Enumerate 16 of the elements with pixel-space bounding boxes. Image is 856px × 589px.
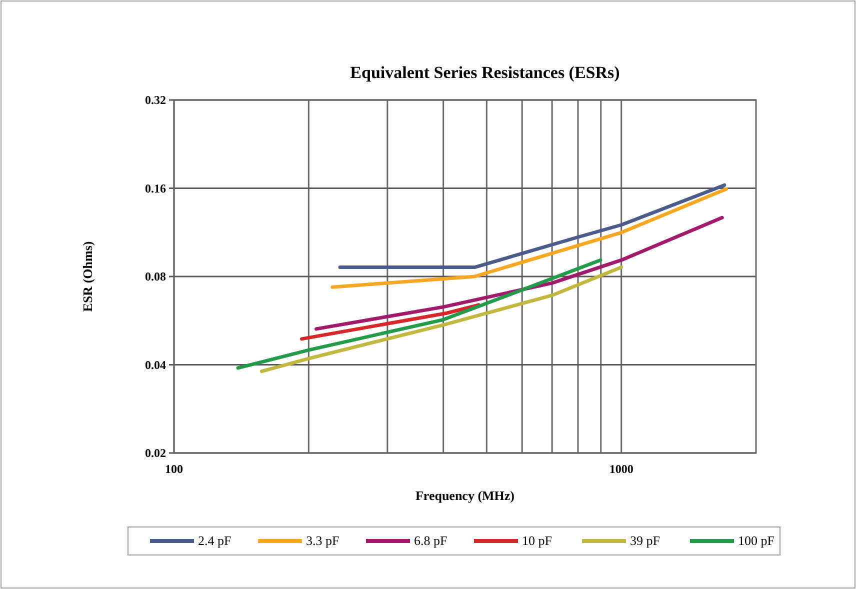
x-tick-label: 100 [165, 462, 183, 476]
legend-label: 100 pF [738, 533, 774, 548]
legend-label: 39 pF [630, 533, 660, 548]
x-axis-title: Frequency (MHz) [415, 488, 515, 503]
legend-label: 10 pF [522, 533, 552, 548]
y-tick-label: 0.04 [145, 358, 166, 372]
legend-label: 2.4 pF [198, 533, 232, 548]
y-tick-label: 0.02 [145, 446, 166, 460]
y-tick-label: 0.32 [145, 93, 166, 107]
y-tick-label: 0.16 [145, 181, 166, 196]
legend-label: 6.8 pF [414, 533, 448, 548]
x-tick-label: 1000 [609, 462, 634, 476]
y-tick-label: 0.08 [145, 270, 166, 284]
chart-title: Equivalent Series Resistances (ESRs) [350, 63, 620, 82]
legend-label: 3.3 pF [306, 533, 340, 548]
y-axis-title: ESR (Ohms) [80, 241, 95, 312]
